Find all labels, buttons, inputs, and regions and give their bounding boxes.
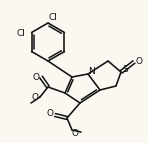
Text: O: O [33, 73, 40, 82]
Text: O: O [46, 110, 53, 119]
Text: O: O [71, 129, 78, 138]
Text: N: N [89, 66, 95, 76]
Text: O: O [136, 56, 143, 65]
Text: O: O [32, 94, 38, 103]
Text: Cl: Cl [16, 29, 25, 38]
Text: S: S [122, 65, 128, 75]
Text: Cl: Cl [49, 12, 58, 21]
